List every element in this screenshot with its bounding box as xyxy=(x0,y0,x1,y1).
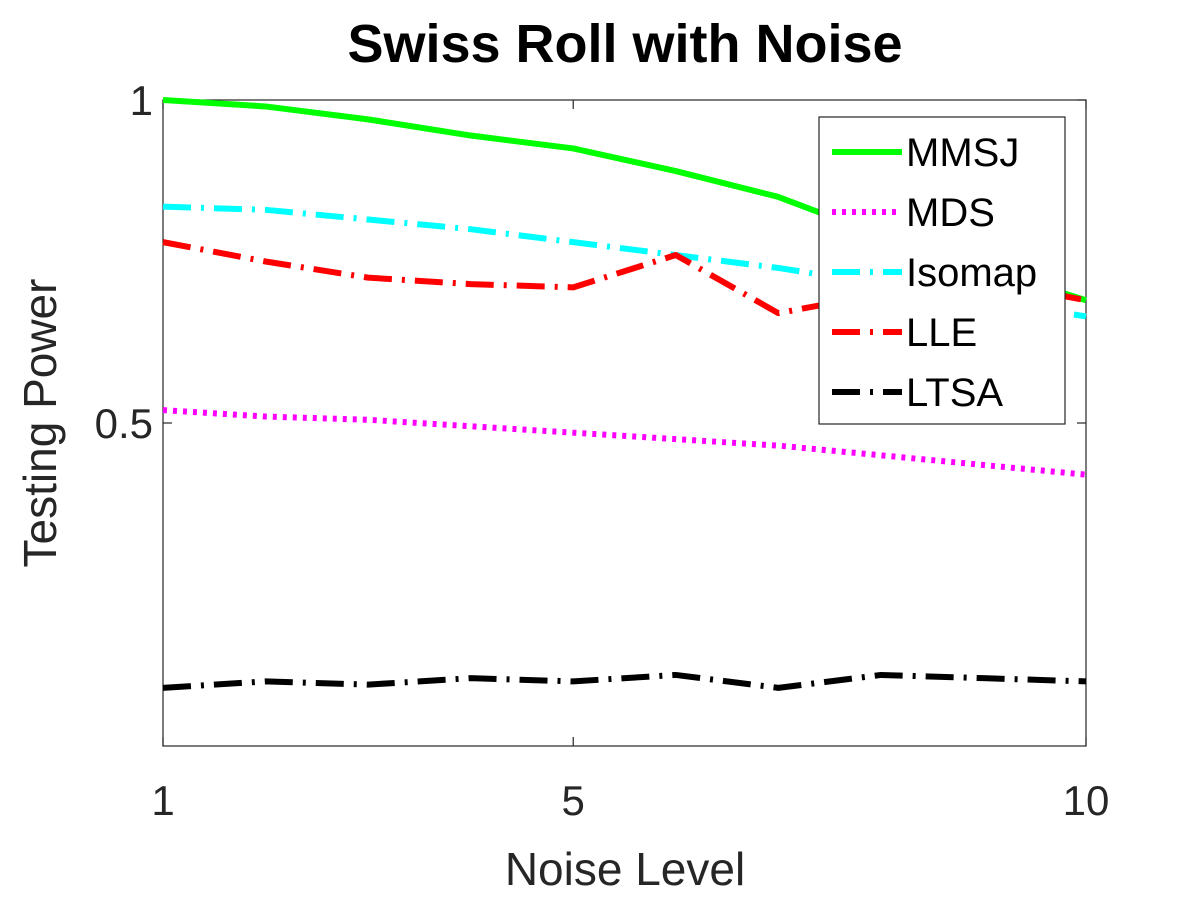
y-tick-label: 0.5 xyxy=(95,400,153,447)
series-line-mds xyxy=(162,407,1087,478)
x-tick-label: 5 xyxy=(562,777,585,824)
y-tick-label: 1 xyxy=(130,77,153,124)
chart-title: Swiss Roll with Noise xyxy=(347,14,902,74)
legend: MMSJ MDS Isomap LLE LTSA xyxy=(818,116,1066,425)
legend-label-ltsa: LTSA xyxy=(906,371,1003,415)
axis-ticks: 1 5 10 0.5 1 xyxy=(95,77,1110,824)
y-axis-label: Testing Power xyxy=(14,279,66,568)
legend-label-lle: LLE xyxy=(906,311,977,355)
legend-label-isomap: Isomap xyxy=(906,251,1037,295)
series-line-ltsa xyxy=(162,671,1087,691)
series-line-lle xyxy=(162,239,1087,317)
x-tick-label: 10 xyxy=(1063,777,1110,824)
x-axis-label: Noise Level xyxy=(505,843,745,895)
legend-label-mmsj: MMSJ xyxy=(906,131,1019,175)
x-tick-label: 1 xyxy=(151,777,174,824)
legend-label-mds: MDS xyxy=(906,191,995,235)
